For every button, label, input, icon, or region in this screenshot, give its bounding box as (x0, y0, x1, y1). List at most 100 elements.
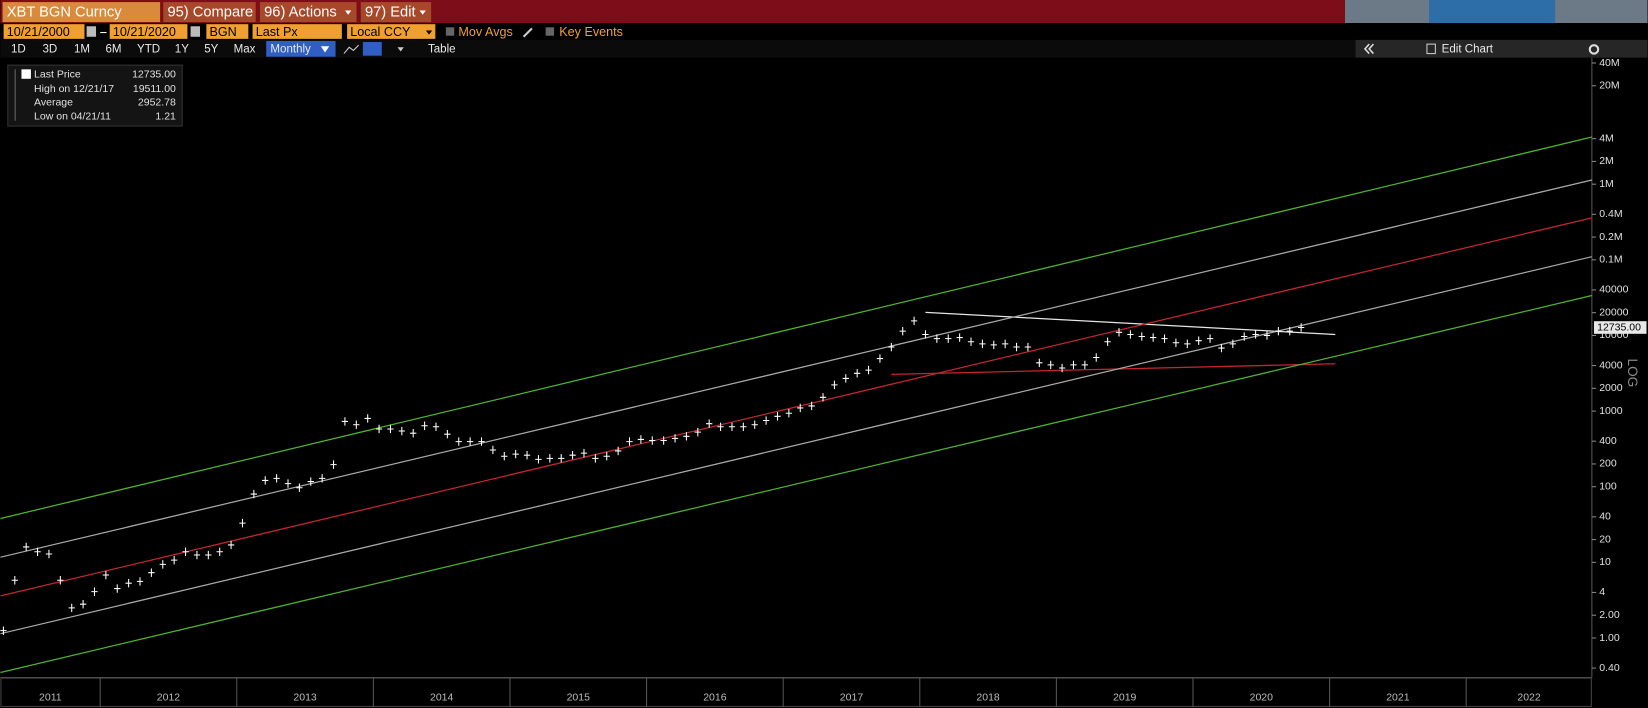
legend-label: Average (34, 97, 73, 109)
field: Last Px (256, 25, 299, 39)
price-bar (1263, 331, 1271, 340)
price-bar (410, 428, 417, 438)
frequency-select[interactable] (266, 40, 336, 57)
menu-button[interactable] (259, 2, 357, 23)
end-date: 10/21/2020 (113, 25, 176, 39)
channel-line (891, 363, 1336, 375)
price-bar (694, 427, 701, 437)
price-bar (535, 455, 542, 464)
legend-value: 12735.00 (132, 68, 176, 80)
pencil-icon[interactable] (522, 27, 533, 38)
price-bar (819, 393, 827, 402)
price-bar (1275, 326, 1282, 336)
period-button[interactable]: 1D (11, 43, 26, 55)
checkbox[interactable] (545, 27, 555, 36)
period-button[interactable]: 6M (105, 43, 121, 55)
period-button[interactable]: 3D (42, 43, 57, 55)
view-button[interactable]: Table (428, 43, 456, 55)
field-select[interactable] (252, 24, 342, 39)
price-bar (808, 401, 815, 411)
channel-line (925, 311, 1336, 336)
price-bar (91, 587, 98, 596)
price-bar (262, 476, 269, 485)
price-bar (193, 550, 201, 560)
price-bar (102, 570, 110, 580)
price-bar (1058, 363, 1066, 373)
price-bar (979, 339, 986, 349)
calendar-icon[interactable] (190, 26, 201, 37)
date-field[interactable] (109, 24, 188, 39)
price-bar (990, 340, 997, 350)
period-bar (0, 39, 1648, 58)
edit-chart[interactable]: Edit Chart (1442, 43, 1494, 55)
line-icon[interactable] (343, 44, 360, 54)
price-bar (432, 422, 440, 431)
collapse-icon[interactable] (1363, 43, 1370, 55)
legend-swatch (21, 69, 31, 79)
price-bar (1104, 337, 1111, 346)
period-button[interactable]: 5Y (204, 43, 218, 55)
price-bar (626, 437, 633, 446)
period-button[interactable]: 1M (74, 43, 90, 55)
y-tick-label: 400 (1599, 435, 1617, 447)
price-bar (341, 417, 349, 426)
y-tick-label: 20M (1599, 80, 1619, 92)
price-bar (569, 451, 576, 460)
menu-button[interactable] (163, 2, 256, 23)
y-tick-label: 20000 (1599, 306, 1628, 318)
channel-line (0, 294, 1593, 674)
price-bar (762, 416, 770, 425)
price-bar (1241, 332, 1248, 341)
bar-icon[interactable] (362, 42, 382, 56)
price-bar (1036, 358, 1043, 367)
price-bar (888, 342, 895, 352)
source-field[interactable] (206, 24, 249, 39)
y-tick-label: 0.1M (1599, 254, 1622, 266)
price-bar (478, 437, 485, 446)
calendar-icon[interactable] (86, 26, 97, 37)
price-bar (956, 333, 963, 342)
date-field[interactable] (3, 24, 85, 39)
price-bar (865, 365, 872, 375)
last-price-tag (1593, 321, 1647, 334)
frequency: Monthly (270, 43, 311, 55)
price-bar (728, 422, 736, 431)
security-field[interactable] (2, 2, 161, 23)
scale-label: LOG (1625, 359, 1640, 388)
price-bar (660, 436, 667, 445)
y-tick-label: 10 (1599, 556, 1611, 568)
price-bar (797, 403, 804, 413)
x-tick-label: 2012 (157, 691, 181, 703)
period-button[interactable]: Max (234, 43, 256, 55)
collapse-icon[interactable] (1368, 43, 1374, 55)
price-bar (318, 474, 326, 483)
menu-item: 95) Compare (167, 4, 253, 20)
price-bar (740, 422, 747, 431)
price-bar (387, 424, 394, 434)
price-bar (706, 419, 713, 428)
price-bar (171, 555, 178, 565)
price-bar (125, 579, 132, 588)
price-bar (148, 568, 155, 577)
dropdown-arrow (320, 46, 330, 53)
edit-icon (1426, 43, 1436, 55)
price-bar (205, 550, 212, 560)
price-bar (842, 374, 849, 383)
menu-button[interactable] (360, 2, 432, 23)
x-tick-label: 2011 (39, 691, 62, 703)
checkbox[interactable] (445, 27, 455, 36)
price-bar (1127, 330, 1134, 339)
period-button[interactable]: YTD (137, 43, 160, 55)
price-bar (1195, 336, 1202, 345)
channel-line (0, 217, 1593, 597)
price-bar (1161, 334, 1168, 343)
currency-select[interactable] (347, 24, 436, 39)
price-bar (910, 316, 918, 326)
price-bar (603, 452, 610, 461)
period-button[interactable]: 1Y (175, 43, 189, 55)
price-bar (945, 334, 952, 343)
settings-icon[interactable] (1588, 44, 1600, 55)
price-bar (284, 479, 292, 488)
price-bar (45, 549, 53, 559)
